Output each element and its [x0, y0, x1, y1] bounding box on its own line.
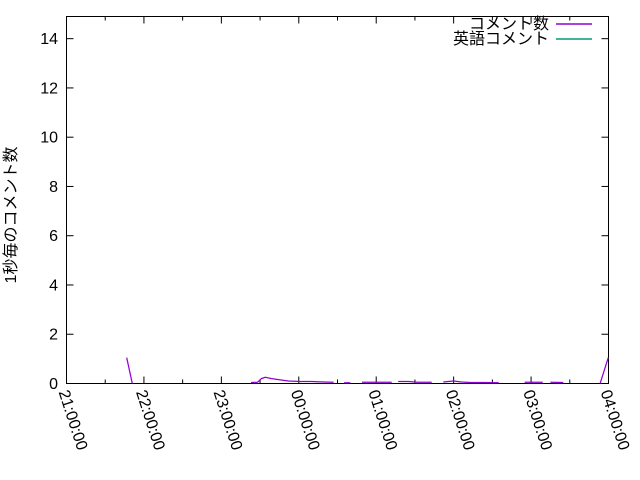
- x-tick-label: 23:00:00: [210, 388, 245, 453]
- y-tick-label: 4: [49, 277, 58, 294]
- y-axis-title: 1秒毎のコメント数: [2, 147, 20, 284]
- y-tick-label: 14: [40, 31, 58, 48]
- legend-label: 英語コメント: [453, 30, 549, 48]
- y-tick-label: 2: [49, 327, 58, 344]
- y-tick-label: 6: [49, 228, 58, 245]
- x-axis: 21:00:00 22:00:00 23:00:00 00:00:00 01:00:00…: [55, 16, 632, 453]
- series-0: [126, 357, 609, 384]
- y-tick-label: 8: [49, 179, 58, 196]
- series-line: [398, 380, 432, 383]
- series-line: [443, 380, 499, 384]
- x-tick-label: 03:00:00: [519, 388, 554, 453]
- plot-border: [66, 16, 609, 384]
- series-line: [250, 376, 334, 384]
- series-line: [599, 357, 609, 384]
- legend-label: コメント数: [469, 15, 549, 33]
- y-axis: 0 2 4 6 8 10 12 14: [40, 31, 609, 393]
- x-tick-label: 01:00:00: [364, 388, 399, 453]
- x-tick-label: 00:00:00: [287, 388, 322, 453]
- x-tick-label: 04:00:00: [597, 388, 632, 453]
- y-tick-label: 0: [49, 376, 58, 393]
- series-line: [126, 357, 133, 384]
- x-tick-label: 21:00:00: [55, 388, 90, 453]
- y-tick-label: 12: [40, 80, 58, 97]
- x-tick-label: 22:00:00: [132, 388, 167, 453]
- y-tick-label: 10: [40, 130, 58, 147]
- x-tick-label: 02:00:00: [442, 388, 477, 453]
